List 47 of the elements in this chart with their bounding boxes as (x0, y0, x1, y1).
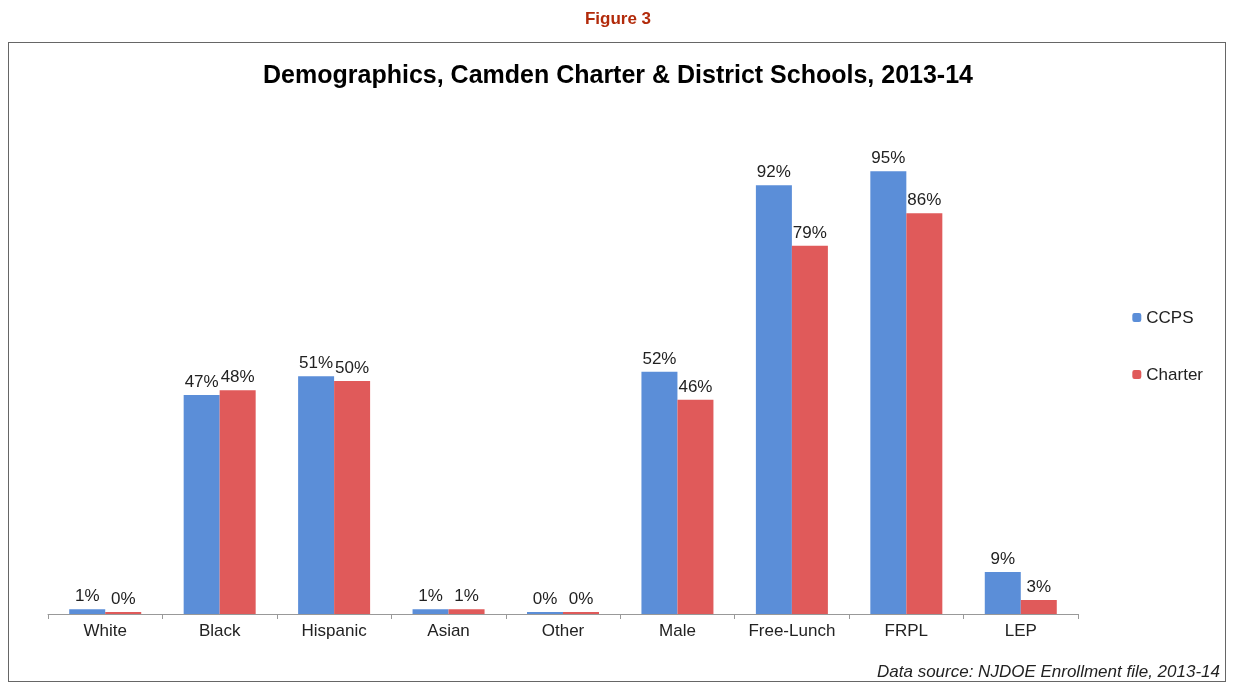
bar (1020, 600, 1057, 614)
bar (677, 399, 714, 614)
x-tick-label: LEP (1004, 621, 1037, 640)
bar (334, 381, 371, 614)
data-label: 0% (110, 589, 136, 608)
data-label: 1% (454, 586, 479, 606)
data-label: 1% (74, 586, 100, 606)
data-label: 46% (678, 376, 713, 396)
data-label: 0% (568, 589, 594, 608)
bar (448, 609, 485, 614)
bar (69, 609, 106, 614)
data-label: 48% (220, 367, 255, 387)
x-tick-label: FRPL (884, 621, 929, 640)
data-label: 3% (1026, 577, 1052, 597)
x-tick-label: White (83, 621, 127, 640)
bar (219, 390, 256, 614)
x-tick-label: Black (198, 621, 241, 640)
bar (984, 572, 1021, 614)
data-label: 1% (418, 586, 443, 606)
bar (183, 394, 220, 614)
bar (412, 609, 449, 614)
data-label: 52% (642, 348, 677, 368)
data-label: 9% (990, 549, 1016, 569)
bar (298, 376, 335, 614)
bar (906, 213, 943, 614)
data-label: 79% (792, 222, 827, 242)
caption: Figure 3 (584, 9, 652, 28)
bar (641, 371, 678, 614)
bar (755, 185, 792, 614)
data-label: 50% (335, 358, 370, 377)
data-label: 47% (184, 371, 219, 391)
legend-label: Charter (1146, 365, 1204, 384)
source-note: Data source: NJDOE Enrollment file, 2013-14 (877, 662, 1221, 681)
x-tick-label: Other (541, 621, 585, 640)
chart-title: Demographics, Camden Charter & District Schools, 2013-14 (263, 59, 974, 88)
x-tick-label: Asian (427, 621, 470, 640)
data-label: 92% (756, 162, 791, 182)
x-tick-label: Free-Lunch (748, 621, 836, 640)
data-label: 51% (299, 353, 334, 373)
legend-label: CCPS (1146, 308, 1194, 327)
data-label: 95% (871, 148, 906, 168)
x-tick-label: Hispanic (301, 621, 368, 640)
data-label: 86% (907, 190, 942, 210)
x-tick-label: Male (659, 621, 696, 640)
data-label: 0% (532, 589, 558, 608)
bar (791, 245, 828, 614)
bar (870, 171, 907, 614)
